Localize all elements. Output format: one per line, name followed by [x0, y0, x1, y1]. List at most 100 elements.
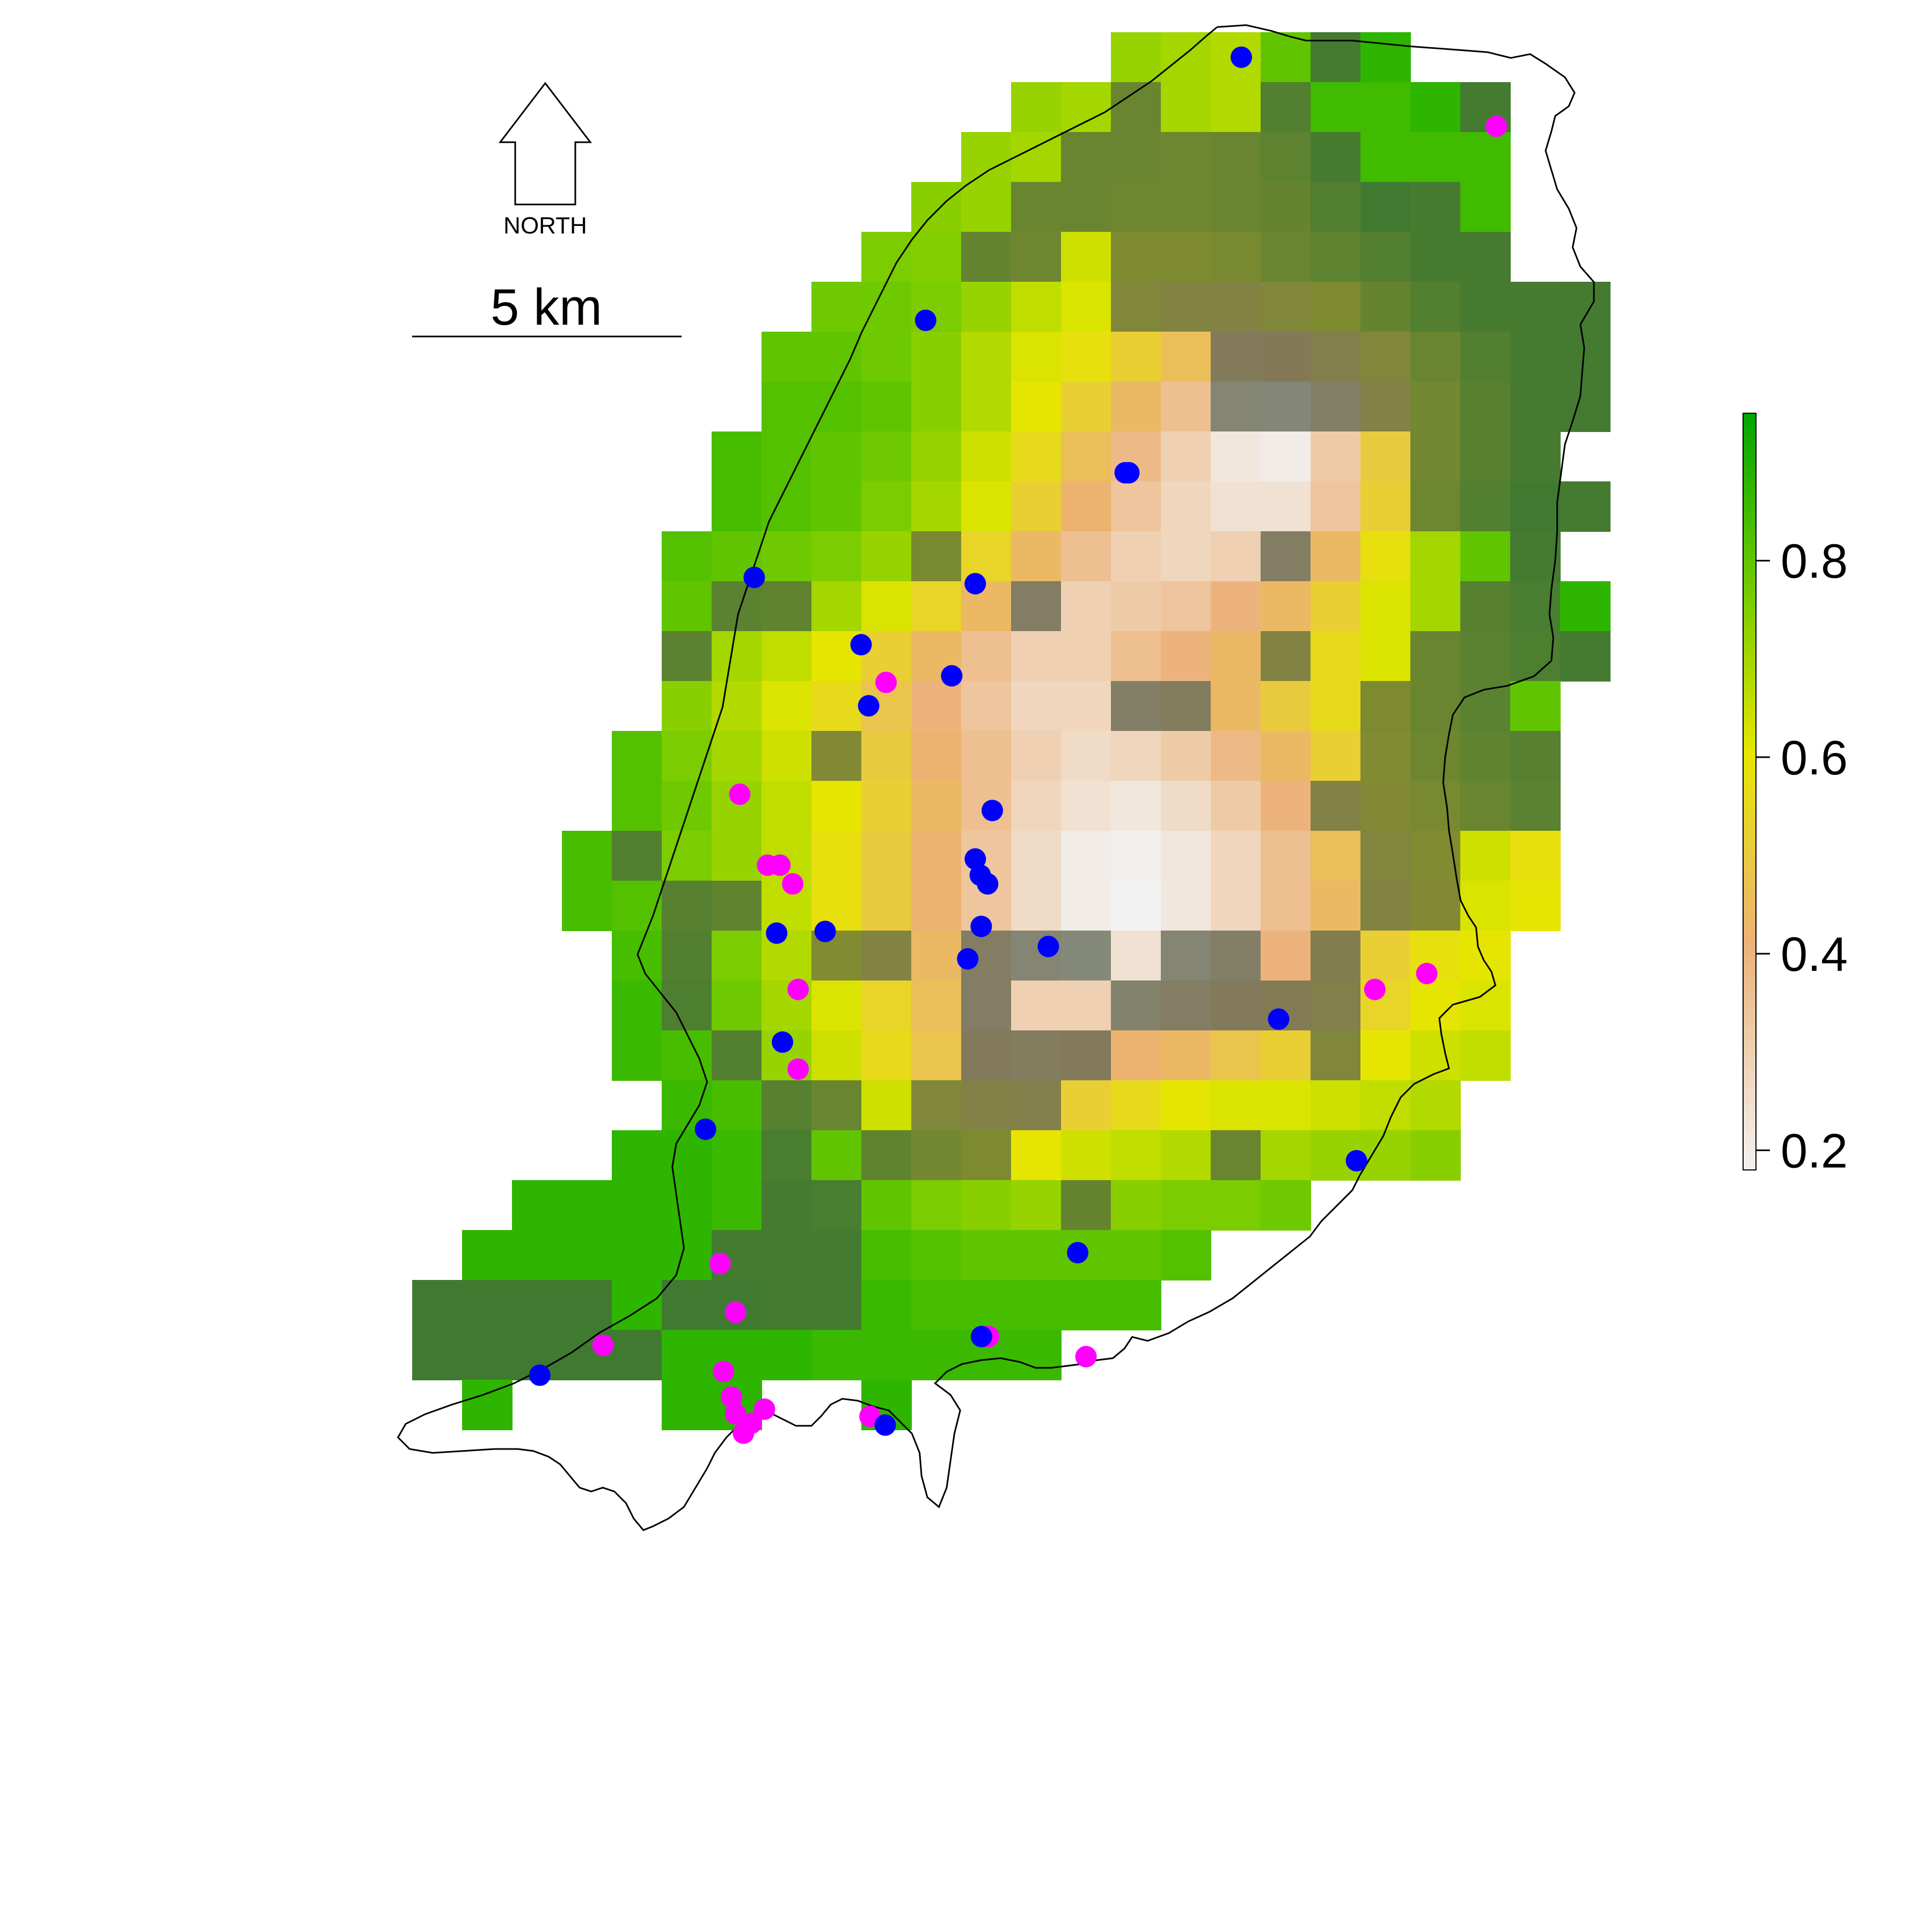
raster-cell — [1410, 731, 1461, 781]
raster-cell — [1560, 332, 1611, 382]
site-point-magenta — [875, 671, 897, 693]
raster-cell — [1261, 481, 1311, 532]
raster-cell — [1211, 581, 1261, 632]
raster-cell — [1460, 881, 1511, 931]
raster-cell — [1311, 182, 1361, 232]
raster-cell — [712, 681, 762, 731]
raster-cell — [1211, 1030, 1261, 1081]
raster-cell — [861, 1280, 912, 1330]
raster-cell — [961, 731, 1012, 781]
raster-cell — [1061, 1180, 1111, 1231]
raster-cell — [961, 980, 1012, 1031]
raster-cell — [861, 1330, 912, 1380]
raster-cell — [512, 1180, 562, 1231]
raster-cell — [662, 681, 712, 731]
raster-cell — [1261, 132, 1311, 182]
legend-tick-label: 0.2 — [1781, 1124, 1848, 1178]
raster-cell — [1211, 1180, 1261, 1231]
raster-cell — [1211, 431, 1261, 482]
raster-cell — [1111, 581, 1161, 632]
raster-cell — [1360, 382, 1411, 432]
raster-cell — [1011, 781, 1062, 831]
raster-cell — [1510, 282, 1561, 332]
raster-cell — [1111, 182, 1161, 232]
raster-cell — [1261, 681, 1311, 731]
raster-cell — [1261, 82, 1311, 133]
raster-cell — [1111, 132, 1161, 182]
raster-cell — [1161, 382, 1211, 432]
site-point-magenta — [1485, 115, 1507, 137]
site-point-blue — [858, 695, 880, 717]
raster-cell — [911, 431, 962, 482]
raster-cell — [861, 1130, 912, 1181]
raster-cell — [1410, 681, 1461, 731]
raster-cell — [1410, 631, 1461, 682]
raster-cell — [1211, 282, 1261, 332]
raster-cell — [612, 881, 662, 931]
raster-cell — [1311, 282, 1361, 332]
site-point-blue — [964, 573, 986, 595]
raster-cell — [1460, 382, 1511, 432]
raster-cell — [961, 382, 1012, 432]
raster-cell — [462, 1230, 513, 1280]
raster-cell — [762, 481, 812, 532]
raster-cell — [811, 1080, 862, 1131]
raster-cell — [1111, 282, 1161, 332]
raster-cell — [1011, 1180, 1062, 1231]
raster-cell — [1061, 1280, 1111, 1330]
raster-cell — [1360, 232, 1411, 282]
raster-cell — [1510, 881, 1561, 931]
raster-cell — [1360, 332, 1411, 382]
raster-cell — [811, 431, 862, 482]
raster-cell — [1510, 831, 1561, 881]
raster-cell — [662, 1280, 712, 1330]
raster-cell — [911, 881, 962, 931]
raster-cell — [1360, 581, 1411, 632]
raster-cell — [1510, 531, 1561, 582]
raster-cell — [1211, 1130, 1261, 1181]
raster-cell — [1211, 132, 1261, 182]
raster-cell — [1161, 531, 1211, 582]
site-point-blue — [1067, 1242, 1089, 1264]
raster-cell — [1111, 980, 1161, 1031]
raster-cell — [662, 831, 712, 881]
raster-cell — [1311, 581, 1361, 632]
raster-cell — [961, 481, 1012, 532]
site-point-blue — [772, 1031, 793, 1053]
raster-cell — [1111, 681, 1161, 731]
site-point-magenta — [787, 1058, 809, 1080]
raster-cell — [1410, 980, 1461, 1031]
raster-grid — [412, 32, 1611, 1430]
raster-cell — [1410, 1130, 1461, 1181]
raster-cell — [1410, 182, 1461, 232]
raster-cell — [961, 531, 1012, 582]
raster-cell — [811, 481, 862, 532]
site-point-blue — [970, 1326, 992, 1348]
raster-cell — [1111, 781, 1161, 831]
site-point-blue — [1268, 1008, 1290, 1030]
raster-cell — [811, 831, 862, 881]
north-arrow-icon — [498, 82, 592, 206]
raster-cell — [1311, 232, 1361, 282]
site-point-blue — [977, 873, 999, 895]
raster-cell — [662, 581, 712, 632]
raster-cell — [911, 1130, 962, 1181]
raster-cell — [861, 531, 912, 582]
site-point-magenta — [724, 1301, 747, 1323]
raster-cell — [961, 1080, 1012, 1131]
raster-cell — [612, 1280, 662, 1330]
site-point-blue — [957, 948, 979, 970]
raster-cell — [911, 731, 962, 781]
raster-cell — [1011, 1080, 1062, 1131]
raster-cell — [911, 1030, 962, 1081]
raster-cell — [1111, 531, 1161, 582]
raster-cell — [1261, 1130, 1311, 1181]
site-point-magenta — [709, 1253, 731, 1275]
raster-cell — [1261, 581, 1311, 632]
raster-cell — [1211, 182, 1261, 232]
raster-cell — [662, 1230, 712, 1280]
raster-cell — [762, 1080, 812, 1131]
raster-cell — [1211, 881, 1261, 931]
raster-cell — [1460, 481, 1511, 532]
raster-cell — [1011, 382, 1062, 432]
